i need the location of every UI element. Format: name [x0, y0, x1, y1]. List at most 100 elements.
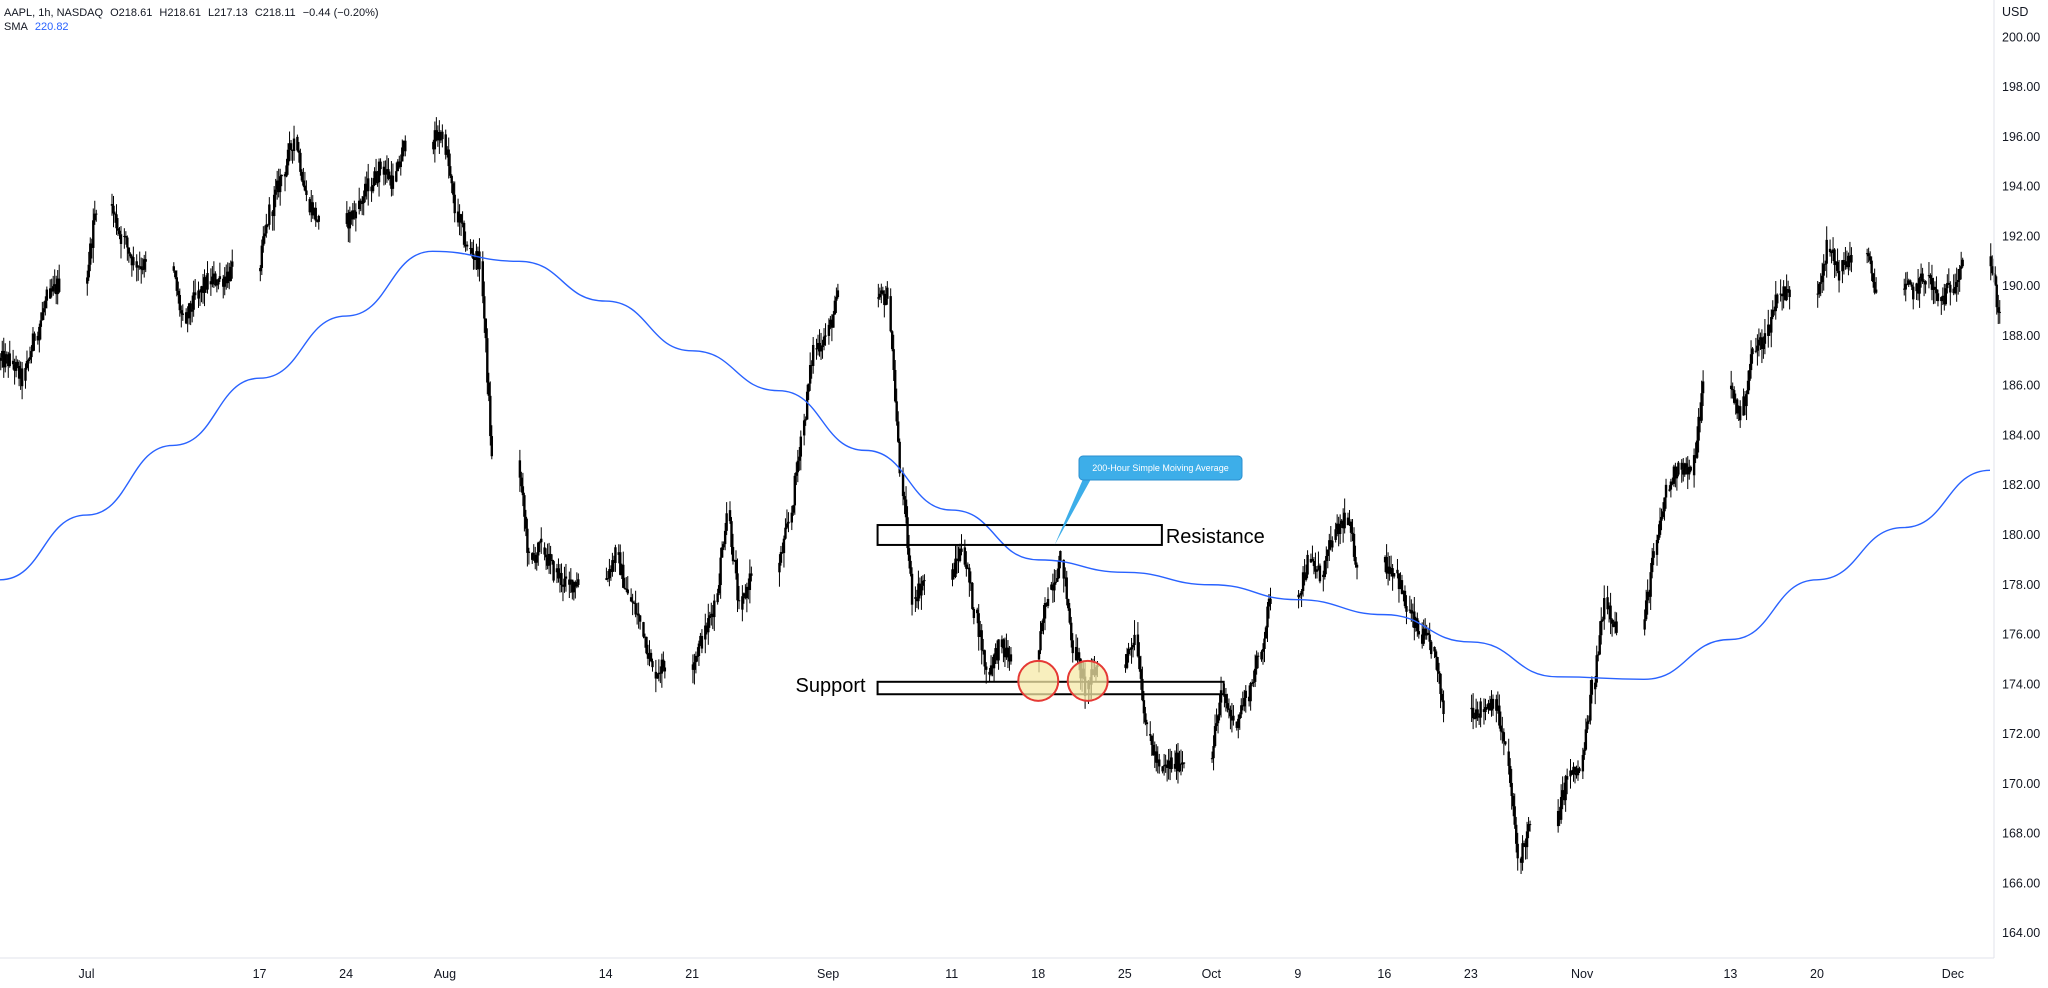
candle-body	[954, 558, 957, 577]
candle-body	[1647, 591, 1651, 597]
candle-body	[226, 271, 229, 284]
candle-body	[1564, 776, 1567, 801]
candle-body	[25, 361, 29, 368]
candle-body	[662, 659, 665, 668]
time-tick-label: 18	[1031, 967, 1045, 981]
candle-body	[623, 587, 626, 589]
candle-body	[612, 560, 616, 563]
candle-body	[1782, 286, 1785, 297]
candle-body	[705, 625, 708, 633]
candle-body	[1337, 523, 1340, 535]
callout-text: 200-Hour Simple Moiving Average	[1092, 463, 1228, 473]
candle-body	[906, 517, 909, 549]
open-value: O218.61	[110, 7, 153, 19]
candle-body	[1821, 275, 1824, 283]
time-tick-label: 25	[1118, 967, 1132, 981]
candle-body	[489, 395, 492, 437]
candle-body	[952, 569, 956, 577]
candle-body	[396, 161, 399, 172]
candle-body	[1212, 746, 1215, 759]
candle-body	[1070, 622, 1073, 641]
candle-body	[1074, 646, 1078, 661]
candle-body	[804, 419, 807, 421]
candle-body	[1348, 521, 1351, 526]
candle-body	[781, 552, 784, 554]
candle-body	[1053, 582, 1056, 591]
candle-body	[317, 215, 320, 222]
candle-body	[1779, 293, 1782, 295]
candle-body	[976, 609, 979, 614]
candle-body	[883, 293, 886, 305]
candle-body	[901, 472, 905, 497]
candle-body	[45, 289, 49, 301]
candle-body	[1561, 790, 1564, 798]
candle-body	[444, 134, 447, 155]
candle-body	[1064, 577, 1067, 579]
time-axis[interactable]: Jul 17 24 Aug 14 21 Sep 11 18 25 Oct 9 16 23 Nov 13 20 De…	[0, 957, 1994, 981]
candle-body	[1267, 598, 1271, 607]
candle-body	[292, 138, 296, 152]
plot-area[interactable]	[0, 117, 2001, 875]
candle-body	[537, 542, 540, 556]
candle-body	[48, 288, 52, 299]
candle-body	[719, 557, 722, 586]
candle-body	[462, 222, 466, 245]
candle-body	[1655, 539, 1659, 555]
candle-body	[50, 288, 53, 292]
candle-body	[373, 171, 376, 186]
time-tick-label: Dec	[1942, 967, 1964, 981]
candle-body	[609, 569, 613, 573]
candle-body	[1521, 843, 1524, 863]
candle-body	[1054, 581, 1058, 583]
price-axis[interactable]: USD 200.00 198.00 196.00 194.00 192.00 190.00…	[1993, 0, 2040, 958]
candle-body	[1694, 455, 1697, 458]
candle-body	[1828, 248, 1832, 253]
sma-label[interactable]: SMA	[4, 21, 28, 33]
candle-body	[1328, 540, 1331, 550]
symbol-label[interactable]: AAPL, 1h, NASDAQ	[4, 7, 104, 19]
candle-body	[798, 456, 801, 461]
price-tick-label: 196.00	[2002, 130, 2040, 144]
candle-body	[1507, 751, 1510, 766]
candle-body	[13, 364, 16, 371]
candle-body	[1947, 282, 1951, 285]
candle-body	[1759, 337, 1762, 340]
candle-body	[1615, 621, 1618, 633]
candle-body	[1161, 766, 1164, 772]
candle-body	[486, 338, 489, 383]
high-value: H218.61	[159, 7, 201, 19]
candle-body	[465, 244, 469, 247]
candle-body	[1298, 594, 1302, 596]
candle-body	[983, 650, 986, 667]
sma-callout[interactable]: 200-Hour Simple Moiving Average	[1054, 455, 1243, 545]
candle-body	[357, 200, 361, 210]
candle-body	[1300, 591, 1303, 595]
candle-body	[1847, 255, 1850, 268]
resistance-zone[interactable]	[876, 524, 1163, 546]
candle-body	[1578, 768, 1581, 772]
candle-body	[140, 266, 143, 270]
candle-body	[1235, 721, 1238, 728]
candle-body	[531, 553, 534, 560]
candle-body	[1051, 584, 1055, 591]
candle-body	[1133, 634, 1136, 646]
candle-body	[351, 210, 355, 220]
candle-body	[1903, 288, 1906, 290]
candle-body	[1675, 474, 1679, 479]
candle-body	[215, 284, 219, 286]
candle-body	[1326, 549, 1329, 557]
candle-body	[285, 165, 288, 177]
candle-body	[1173, 763, 1177, 769]
candle-body	[308, 199, 311, 213]
candle-body	[132, 257, 135, 266]
candle-body	[398, 161, 401, 168]
candle-body	[1385, 557, 1388, 574]
candle-body	[807, 383, 810, 392]
candle-body	[1743, 396, 1747, 407]
candle-body	[391, 175, 395, 189]
candle-body	[441, 131, 444, 140]
candle-body	[1425, 632, 1428, 636]
candle-body	[1138, 656, 1141, 670]
candle-body	[1850, 255, 1853, 263]
